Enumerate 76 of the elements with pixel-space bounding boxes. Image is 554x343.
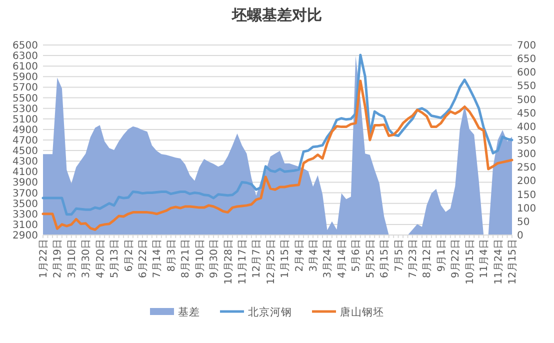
legend-item: 北京河钢 [220,306,292,318]
x-tick-label: 8月21日 [180,239,192,278]
x-tick-label: 9月1日 [436,239,448,272]
y2-tick-label: 650 [517,54,536,66]
x-tick-label: 4月14日 [336,239,348,278]
x-tick-label: 2月19日 [52,239,64,278]
x-tick-label: 7月5日 [394,239,405,272]
y-tick-label: 3700 [12,188,38,200]
y2-tick-label: 700 [517,40,536,52]
legend-item: 基差 [150,306,200,318]
y2-tick-label: 350 [517,136,536,146]
x-tick-label: 8月12日 [422,239,434,278]
y2-tick-label: 300 [517,149,536,160]
x-tick-label: 12月7日 [252,239,263,278]
y-tick-label: 3900 [12,178,38,189]
y2-tick-label: 150 [517,190,536,201]
y-tick-label: 4500 [12,146,38,158]
y-tick-label: 4300 [12,156,38,168]
x-tick-label: 3月10日 [66,239,78,278]
x-tick-label: 11月17日 [237,239,248,284]
x-tick-label: 1月15日 [280,239,292,278]
x-tick-label: 11月24日 [493,239,504,284]
y2-tick-label: 550 [517,81,536,92]
y2-tick-label: 450 [517,108,536,120]
y-tick-label: 6500 [12,40,38,52]
x-tick-label: 11月4日 [479,239,490,278]
y-tick-label: 2900 [12,230,38,242]
x-tick-label: 5月13日 [110,239,121,278]
y-tick-label: 5900 [12,72,38,84]
x-tick-label: 9月30日 [209,239,220,278]
y-tick-label: 4700 [12,136,38,146]
legend-label: 北京河钢 [248,306,292,318]
y-tick-label: 5500 [12,93,38,104]
x-tick-label: 6月2日 [124,239,135,272]
x-tick-label: 5月6日 [351,239,362,272]
x-tick-label: 7月23日 [408,239,420,278]
x-tick-label: 6月15日 [380,239,391,278]
line-series [42,80,514,231]
y2-tick-label: 200 [517,176,536,188]
y-tick-label: 3100 [12,220,38,231]
x-tick-label: 1月22日 [38,239,50,278]
y2-tick-label: 500 [517,94,536,106]
legend-item: 唐山钢坯 [312,306,384,318]
x-tick-label: 4月20日 [95,239,106,278]
x-tick-label: 3月30日 [81,239,92,278]
x-tick-label: 12月15日 [508,239,518,284]
y-tick-label: 6300 [12,51,38,62]
y-tick-label: 4900 [12,124,38,136]
x-tick-label: 9月22日 [450,239,462,278]
x-tick-label: 5月25日 [365,239,376,278]
x-tick-label: 10月15日 [464,239,476,284]
y-tick-label: 4100 [12,167,38,178]
y-tick-label: 5300 [12,104,38,115]
x-tick-label: 3月24日 [322,239,334,278]
y-tick-label: 3500 [12,198,38,210]
x-tick-label: 9月10日 [194,239,206,278]
y2-tick-label: 0 [517,230,524,242]
x-tick-label: 3月4日 [308,239,320,272]
x-tick-label: 10月28日 [223,239,234,284]
x-tick-label: 12月25日 [266,239,277,284]
x-tick-label: 6月22日 [138,239,149,278]
y-tick-label: 6100 [12,62,38,73]
y2-tick-label: 400 [517,122,536,133]
chart-title: 坯螺基差对比 [231,6,322,24]
x-tick-label: 7月14日 [152,239,164,278]
x-tick-label: 8月3日 [166,239,178,272]
y2-tick-label: 600 [517,68,536,79]
legend-label: 基差 [178,306,200,318]
legend-label: 唐山钢坯 [340,306,384,318]
y2-tick-label: 50 [517,216,530,228]
y2-tick-label: 100 [517,203,536,214]
x-tick-label: 2月4日 [294,239,306,272]
y-tick-label: 5100 [12,114,38,126]
y-tick-label: 3300 [12,209,38,220]
y2-tick-label: 250 [517,162,536,174]
y-tick-label: 5700 [12,82,38,94]
